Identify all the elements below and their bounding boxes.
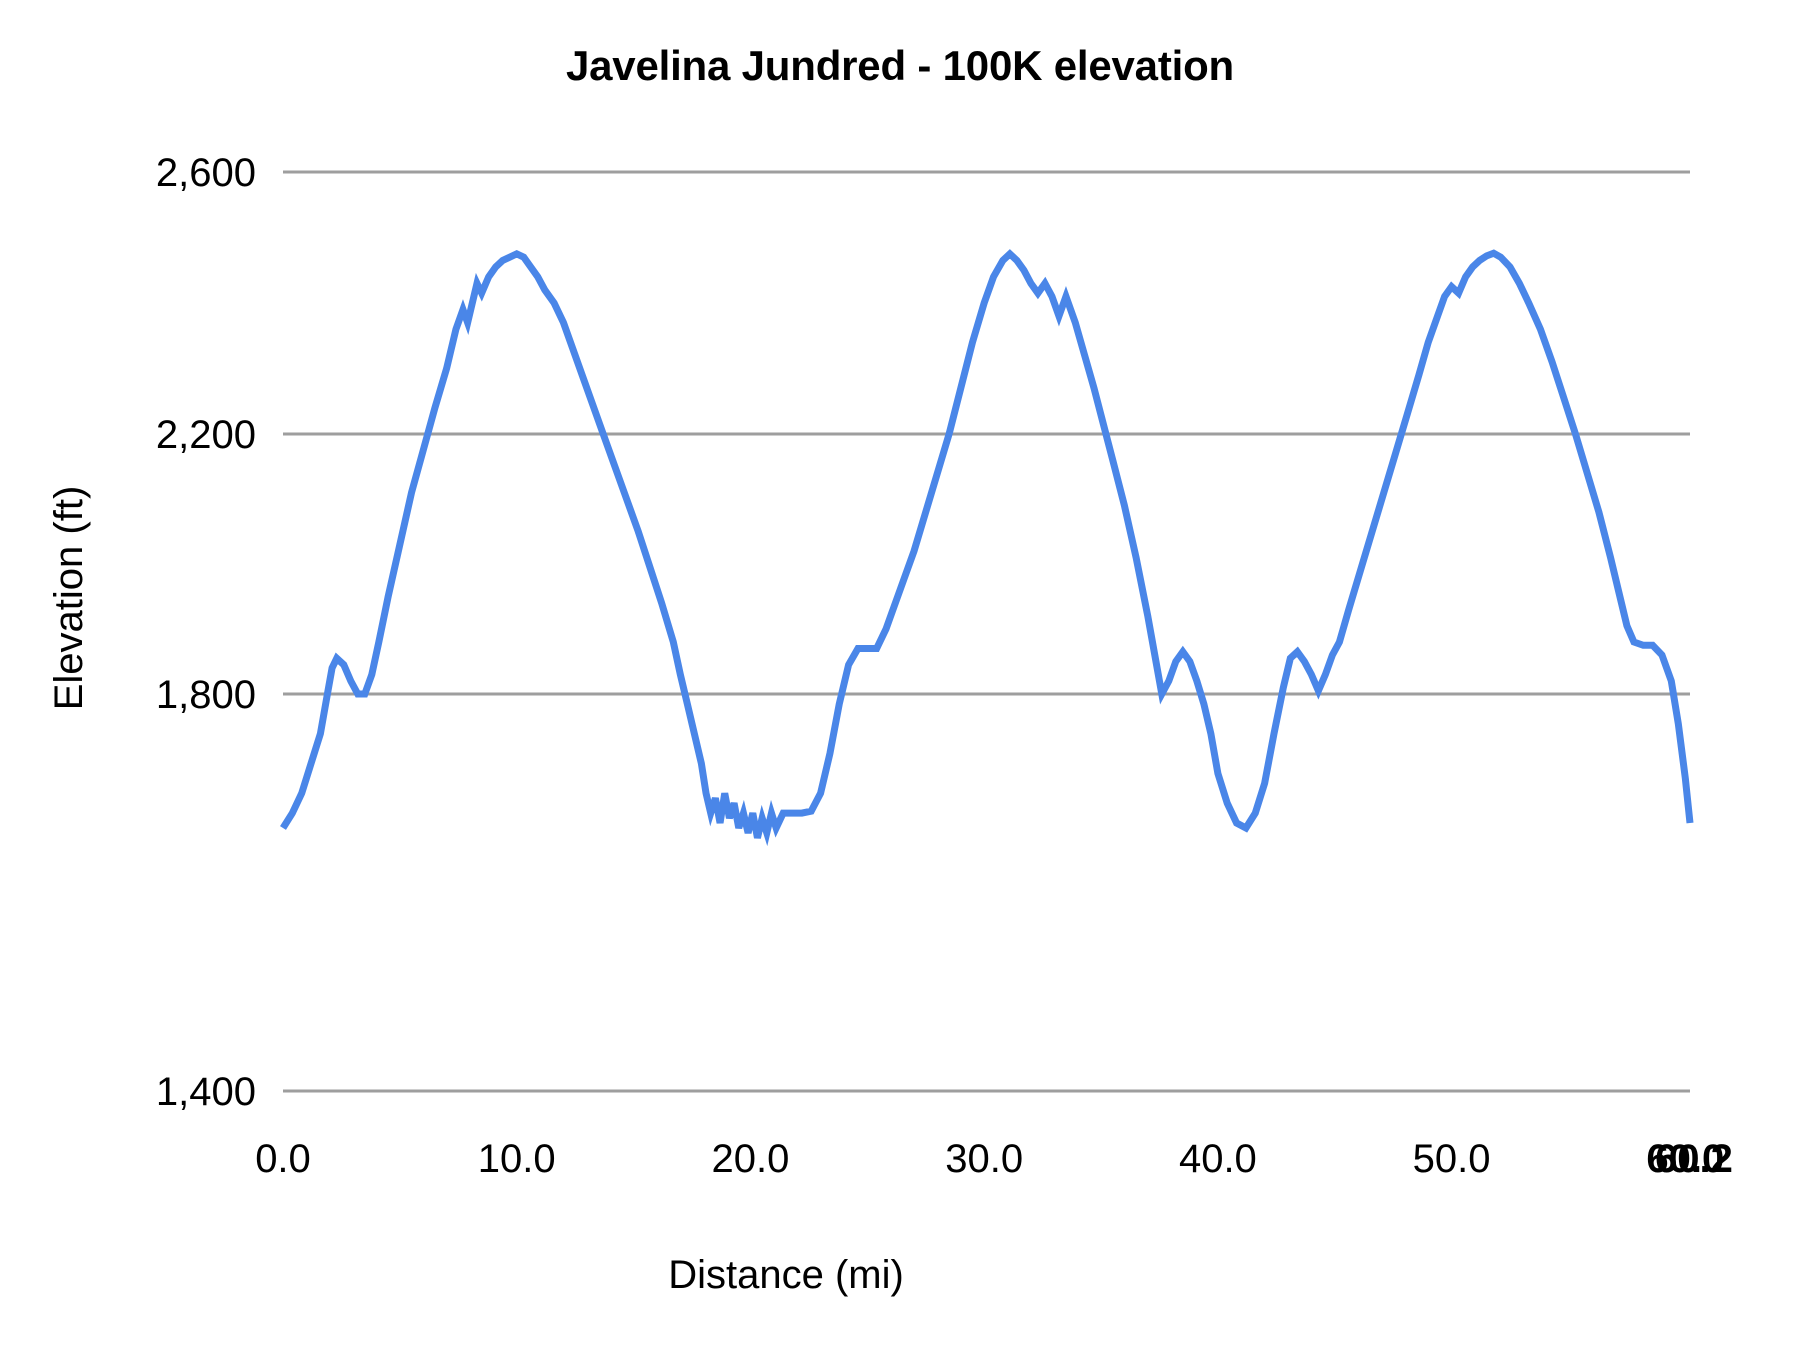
y-axis-tick-label: 2,600 <box>156 151 256 195</box>
y-axis-title: Elevation (ft) <box>47 486 91 711</box>
gridlines <box>283 170 1690 1093</box>
x-axis-tick-label: 60.0 <box>1646 1137 1724 1181</box>
x-axis-max-label: 60.2 <box>1655 1137 1733 1181</box>
y-axis-tick-labels: 1,400 1,800 2,200 2,600 <box>156 151 256 1114</box>
x-axis-tick-label: 50.0 <box>1413 1137 1491 1181</box>
x-axis-tick-label: 40.0 <box>1179 1137 1257 1181</box>
elevation-series-line <box>280 249 1694 847</box>
y-axis-tick-label: 1,400 <box>156 1070 256 1114</box>
x-axis-title: Distance (mi) <box>668 1253 904 1297</box>
y-axis-tick-label: 2,200 <box>156 413 256 457</box>
x-axis-tick-labels: 0.0 10.0 20.0 30.0 40.0 50.0 60.060.2 <box>255 1137 1733 1181</box>
x-axis-tick-label: 30.0 <box>945 1137 1023 1181</box>
x-axis-tick-label: 20.0 <box>712 1137 790 1181</box>
x-axis-tick-label: 0.0 <box>255 1137 311 1181</box>
y-axis-tick-label: 1,800 <box>156 673 256 717</box>
x-axis-tick-label: 10.0 <box>478 1137 556 1181</box>
chart-title: Javelina Jundred - 100K elevation <box>565 42 1234 89</box>
